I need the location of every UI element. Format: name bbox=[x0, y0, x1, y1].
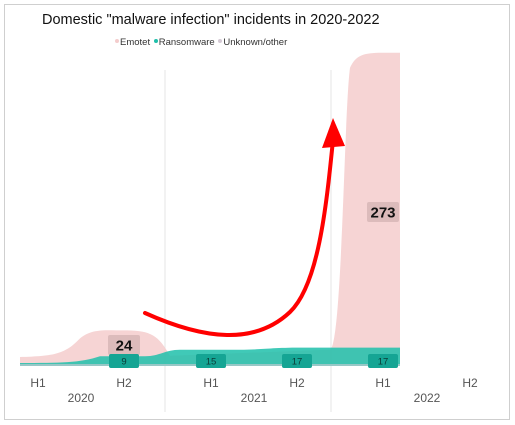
data-label: 17 bbox=[292, 356, 303, 367]
legend-item-emotet: Emotet bbox=[115, 37, 150, 48]
data-label-bg bbox=[282, 354, 312, 368]
x-year-label: 2022 bbox=[414, 391, 441, 405]
x-tick-label: H2 bbox=[289, 376, 305, 390]
chart-title: Domestic "malware infection" incidents i… bbox=[42, 12, 380, 28]
legend-label-unknown: Unknown/other bbox=[223, 37, 288, 48]
data-label: 15 bbox=[206, 356, 217, 367]
x-tick-label: H2 bbox=[462, 376, 478, 390]
data-label-bg bbox=[367, 202, 399, 222]
data-label-bg bbox=[196, 354, 226, 368]
legend-item-unknown: Unknown/other bbox=[218, 37, 287, 48]
legend-label-ransomware: Ransomware bbox=[158, 37, 215, 48]
legend: Emotet Ransomware Unknown/other bbox=[115, 37, 288, 48]
data-label: 24 bbox=[116, 337, 133, 354]
annotation-arrow-shaft bbox=[143, 138, 335, 337]
legend-swatch-emotet bbox=[115, 39, 119, 44]
legend-item-ransomware: Ransomware bbox=[153, 37, 215, 48]
x-year-label: 2021 bbox=[241, 391, 268, 405]
data-label-bg bbox=[368, 354, 398, 368]
annotation-arrow-head bbox=[322, 118, 345, 148]
legend-swatch-unknown bbox=[218, 39, 223, 44]
data-label: 273 bbox=[370, 204, 395, 221]
data-label: 17 bbox=[378, 356, 389, 367]
legend-label-emotet: Emotet bbox=[120, 37, 151, 48]
data-label-bg bbox=[108, 335, 140, 355]
data-label: 9 bbox=[121, 356, 126, 367]
legend-swatch-ransomware bbox=[153, 39, 158, 44]
x-tick-label: H1 bbox=[30, 376, 46, 390]
x-tick-label: H1 bbox=[203, 376, 219, 390]
x-tick-label: H1 bbox=[375, 376, 391, 390]
emotet-area bbox=[20, 52, 400, 367]
x-tick-label: H2 bbox=[116, 376, 132, 390]
data-label-bg bbox=[109, 354, 139, 368]
x-year-label: 2020 bbox=[68, 391, 95, 405]
